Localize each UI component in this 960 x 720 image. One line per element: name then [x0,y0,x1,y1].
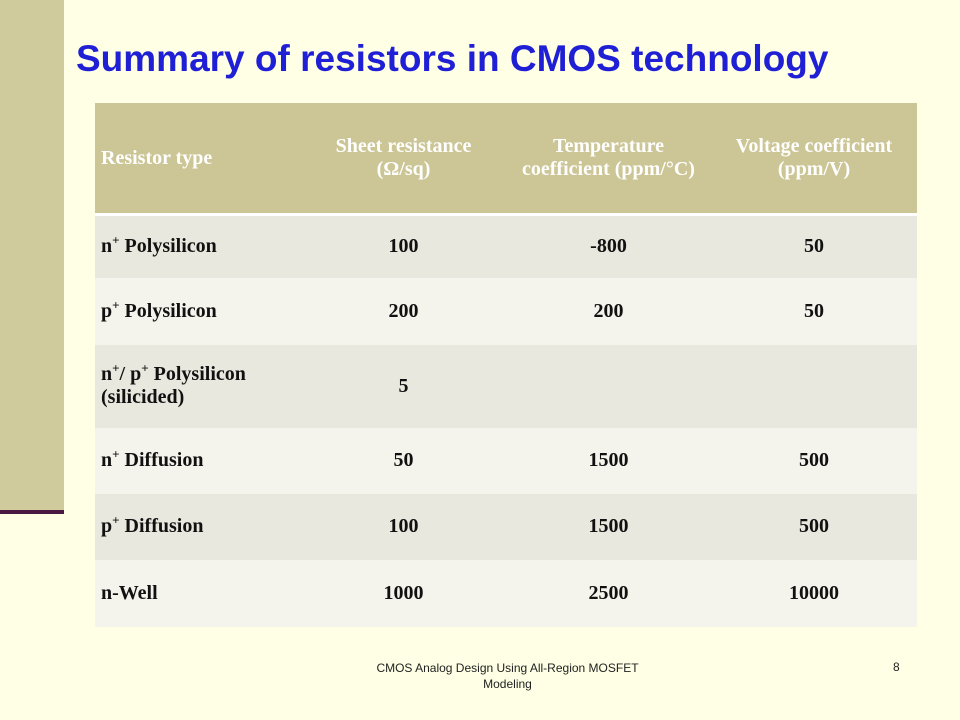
header-sheet-resistance: Sheet resistance (Ω/sq) [301,103,506,216]
cell-voltage-coefficient: 50 [711,214,917,278]
cell-sheet-resistance: 100 [301,493,506,560]
table-row: n+/ p+ Polysilicon (silicided) 5 [95,344,917,428]
cell-voltage-coefficient: 500 [711,427,917,494]
table-row: p+ Polysilicon 200 200 50 [95,277,917,345]
cell-sheet-resistance: 50 [301,427,506,494]
table-header-row: Resistor type Sheet resistance (Ω/sq) Te… [95,103,917,216]
table-row: p+ Diffusion 100 1500 500 [95,493,917,560]
cell-sheet-resistance: 200 [301,277,506,345]
resistor-table: Resistor type Sheet resistance (Ω/sq) Te… [95,103,917,627]
cell-sheet-resistance: 1000 [301,559,506,627]
cell-sheet-resistance: 100 [301,214,506,278]
slide-title: Summary of resistors in CMOS technology [76,38,829,79]
cell-resistor-type: p+ Diffusion [95,493,301,560]
page-number: 8 [893,660,900,674]
cell-voltage-coefficient: 500 [711,493,917,560]
cell-temperature-coefficient: 200 [506,277,711,345]
side-decoration-line [0,510,64,514]
cell-resistor-type: n+ Diffusion [95,427,301,494]
table-row: n+ Polysilicon 100 -800 50 [95,214,917,278]
cell-temperature-coefficient: 1500 [506,427,711,494]
table-row: n+ Diffusion 50 1500 500 [95,427,917,494]
cell-voltage-coefficient [711,344,917,428]
cell-temperature-coefficient [506,344,711,428]
slide-footer: CMOS Analog Design Using All-Region MOSF… [376,661,639,691]
cell-sheet-resistance: 5 [301,344,506,428]
header-temperature-coefficient: Temperature coefficient (ppm/°C) [506,103,711,216]
cell-resistor-type: p+ Polysilicon [95,277,301,345]
header-voltage-coefficient: Voltage coefficient (ppm/V) [711,103,917,216]
cell-temperature-coefficient: 2500 [506,559,711,627]
cell-voltage-coefficient: 50 [711,277,917,345]
cell-resistor-type: n+ Polysilicon [95,214,301,278]
side-decoration-bar [0,0,64,510]
cell-temperature-coefficient: 1500 [506,493,711,560]
cell-temperature-coefficient: -800 [506,214,711,278]
cell-resistor-type: n-Well [95,559,301,627]
cell-resistor-type: n+/ p+ Polysilicon (silicided) [95,344,301,428]
header-resistor-type: Resistor type [95,103,301,216]
table-row: n-Well 1000 2500 10000 [95,559,917,627]
cell-voltage-coefficient: 10000 [711,559,917,627]
